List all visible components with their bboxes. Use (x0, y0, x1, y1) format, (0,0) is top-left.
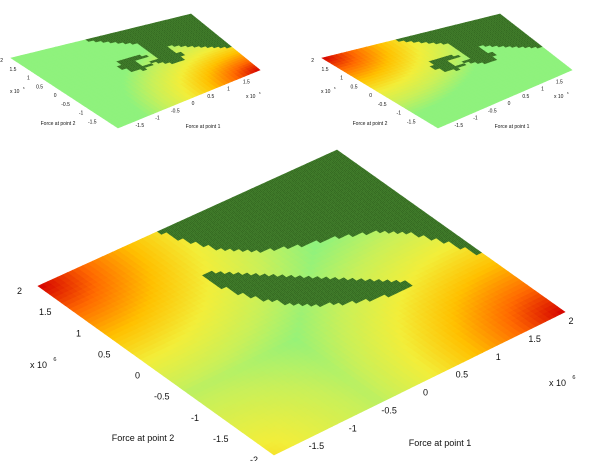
y-tick-label: 0.5 (36, 84, 43, 90)
y-tick-label: 0 (369, 93, 372, 99)
y-tick-label: -1 (397, 111, 402, 117)
surface (10, 13, 261, 129)
panel-top-left: -1.5 -1 -0.5 0 0.5 1 1.5 -1.5 -1 -0.5 0 0.5 1 1.5 2 For… (0, 13, 261, 130)
y-tick-label: 1.5 (322, 67, 329, 73)
y-multiplier: x 10 (10, 89, 20, 95)
y-multiplier: x 10 (321, 89, 331, 95)
y-tick-label: 1 (340, 76, 343, 82)
x-tick-label: 1 (227, 87, 230, 93)
x-tick-label: -1 (155, 116, 160, 122)
y-tick-label: -1.5 (88, 119, 97, 125)
panel-bottom: -1.5-1-0.500.511.52-2-1.5-1-0.500.511.52… (17, 149, 576, 461)
surface-cell (185, 13, 194, 18)
x-tick-label: -1.5 (135, 123, 144, 129)
y-tick-label: 0.5 (351, 84, 358, 90)
y-tick-label: -1.5 (407, 119, 416, 125)
x-multiplier: x 10 (246, 94, 256, 100)
y-tick-label: 2 (311, 58, 314, 64)
y-tick-label: 1 (27, 76, 30, 82)
x-tick-label: 0 (508, 101, 511, 107)
x-axis-title: Force at point 1 (495, 124, 530, 130)
x-tick-label: -1.5 (454, 123, 463, 129)
x-tick-label: 1.5 (556, 79, 563, 85)
y-tick-label: 1.5 (9, 67, 16, 73)
x-tick-label: 0 (192, 101, 195, 107)
x-axis-title: Force at point 1 (186, 124, 221, 130)
x-tick-label: 0.5 (522, 94, 529, 100)
y-tick-label: -0.5 (61, 102, 70, 108)
x-multiplier-exponent: 6 (259, 91, 261, 95)
panel-top-right: -1.5 -1 -0.5 0 0.5 1 1.5 -1.5 -1 -0.5 0 0.5 1 1.5 2 For… (311, 13, 573, 130)
x-tick-label: 1 (541, 87, 544, 93)
y-tick-label: 2 (0, 58, 3, 64)
x-multiplier: x 10 (554, 94, 564, 100)
x-tick-label: 1.5 (243, 79, 250, 85)
y-axis-title: Force at point 2 (353, 121, 388, 127)
surface (321, 13, 573, 129)
x-tick-label: -0.5 (171, 108, 180, 114)
y-tick-label: 0 (54, 93, 57, 99)
y-multiplier-exponent: 6 (334, 86, 336, 90)
y-multiplier-exponent: 6 (23, 86, 25, 90)
y-axis-title: Force at point 2 (41, 121, 76, 127)
x-tick-label: 0.5 (207, 94, 214, 100)
surface (37, 149, 566, 456)
y-tick-label: -1 (79, 111, 84, 117)
x-tick-label: -0.5 (488, 108, 497, 114)
y-tick-label: -0.5 (378, 102, 387, 108)
x-tick-label: -1 (473, 116, 478, 122)
x-multiplier-exponent: 6 (567, 91, 569, 95)
